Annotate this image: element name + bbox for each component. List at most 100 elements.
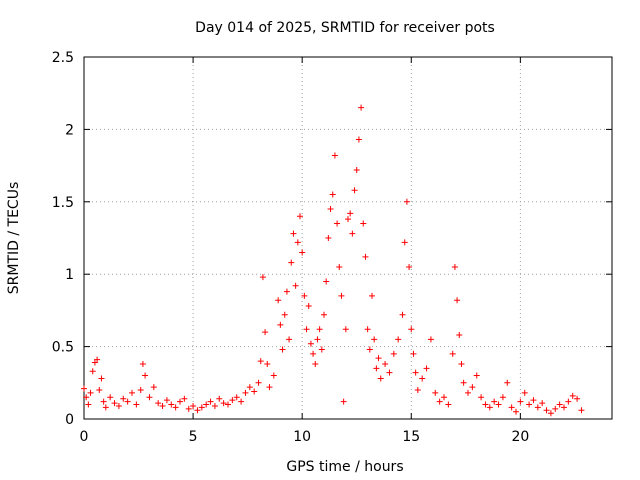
data-point — [229, 397, 236, 404]
data-point — [87, 389, 94, 396]
data-point — [98, 375, 105, 382]
data-point — [255, 379, 262, 386]
data-point — [377, 375, 384, 382]
data-point — [353, 166, 360, 173]
data-point — [251, 388, 258, 395]
data-point — [290, 230, 297, 237]
data-point — [432, 389, 439, 396]
data-point — [327, 206, 334, 213]
chart-title: Day 014 of 2025, SRMTID for receiver pot… — [195, 20, 495, 36]
data-point — [233, 394, 240, 401]
data-point — [441, 394, 447, 401]
data-point — [107, 394, 114, 401]
data-point — [177, 398, 183, 405]
data-point — [338, 292, 345, 299]
data-point — [504, 379, 511, 386]
data-point — [190, 402, 197, 409]
data-point — [115, 402, 122, 409]
data-point — [334, 220, 341, 227]
data-point — [283, 288, 290, 295]
data-point — [294, 239, 301, 246]
data-point — [458, 360, 465, 367]
data-point — [259, 274, 266, 281]
y-tick-label: 1.5 — [52, 195, 74, 211]
data-point — [521, 389, 528, 396]
data-point — [539, 400, 546, 407]
data-point — [96, 387, 103, 394]
data-point — [299, 249, 306, 256]
data-point — [574, 395, 581, 402]
data-point — [257, 358, 264, 365]
data-point — [358, 104, 365, 111]
data-point — [111, 400, 118, 407]
data-point — [270, 372, 277, 379]
data-point — [220, 400, 227, 407]
data-point — [373, 365, 380, 372]
data-point — [351, 187, 358, 194]
data-point — [364, 326, 371, 333]
data-point — [345, 216, 351, 223]
y-tick-label: 0 — [65, 412, 74, 428]
data-point — [491, 398, 498, 405]
data-point — [150, 384, 157, 391]
data-point — [211, 402, 218, 409]
data-point — [408, 326, 415, 333]
data-point — [83, 394, 90, 401]
data-point — [159, 402, 166, 409]
data-point — [288, 259, 295, 266]
data-point — [307, 340, 314, 347]
data-point — [340, 398, 347, 405]
data-point — [386, 369, 393, 376]
data-point — [382, 360, 389, 367]
data-point — [120, 395, 127, 402]
data-point — [401, 239, 408, 246]
data-point — [460, 379, 467, 386]
data-point — [355, 136, 362, 143]
data-point — [569, 392, 576, 399]
data-point — [172, 404, 179, 411]
data-point — [292, 282, 299, 289]
data-point — [375, 355, 382, 362]
data-point — [279, 346, 286, 353]
data-point — [198, 404, 205, 411]
data-point — [142, 372, 149, 379]
data-point — [323, 278, 330, 285]
data-point — [517, 398, 524, 405]
data-point — [318, 346, 325, 353]
data-point — [561, 404, 567, 411]
data-point — [465, 389, 471, 396]
data-point — [264, 360, 271, 367]
data-point — [556, 401, 563, 408]
data-point — [286, 336, 293, 343]
x-axis-label: GPS time / hours — [286, 459, 403, 475]
data-point — [552, 405, 559, 412]
y-axis-label: SRMTID / TECUs — [6, 182, 22, 295]
data-point — [262, 329, 269, 336]
data-point — [390, 350, 397, 357]
data-point — [316, 326, 323, 333]
x-tick-label: 0 — [80, 429, 89, 445]
data-point — [100, 398, 107, 405]
data-markers — [81, 104, 585, 417]
data-point — [305, 303, 312, 310]
data-point — [168, 401, 175, 408]
data-point — [203, 401, 210, 408]
data-point — [406, 263, 413, 270]
data-point — [129, 389, 135, 396]
data-point — [325, 235, 332, 241]
data-point — [194, 407, 201, 414]
data-point — [410, 350, 417, 357]
data-point — [312, 360, 319, 367]
data-point — [526, 401, 533, 408]
data-point — [543, 407, 550, 414]
data-point — [482, 401, 489, 408]
data-point — [185, 405, 192, 412]
data-point — [301, 292, 308, 299]
data-point — [102, 404, 109, 411]
data-point — [238, 398, 245, 405]
data-point — [275, 297, 282, 304]
data-point — [371, 336, 378, 343]
x-tick-label: 15 — [402, 429, 420, 445]
data-point — [362, 253, 369, 260]
